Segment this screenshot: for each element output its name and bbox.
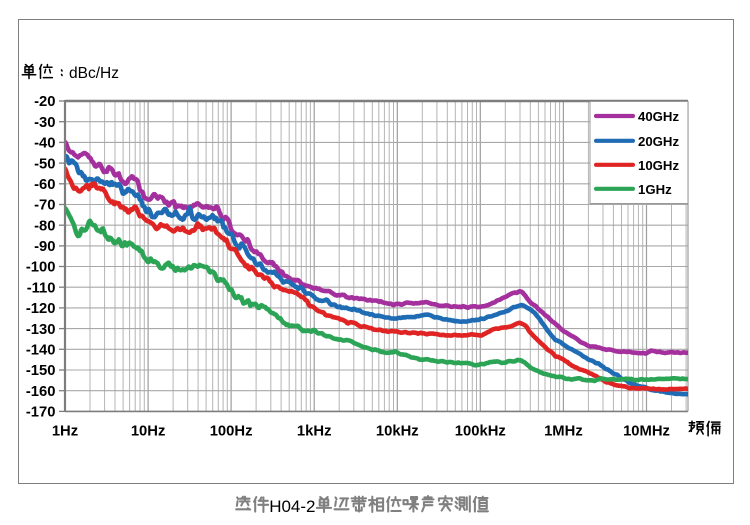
svg-text:-170: -170	[26, 405, 56, 421]
svg-text:1Hz: 1Hz	[52, 424, 78, 440]
svg-text:10GHz: 10GHz	[638, 158, 679, 173]
svg-text:-50: -50	[34, 156, 55, 172]
svg-text:-140: -140	[26, 343, 56, 359]
svg-text:100kHz: 100kHz	[455, 424, 506, 440]
svg-text:-130: -130	[26, 322, 56, 338]
svg-text:-40: -40	[34, 136, 55, 152]
svg-text:1MHz: 1MHz	[544, 424, 583, 440]
svg-text:100Hz: 100Hz	[210, 424, 253, 440]
svg-text:1GHz: 1GHz	[638, 182, 672, 197]
svg-text:-160: -160	[26, 384, 56, 400]
svg-text:-100: -100	[26, 260, 56, 276]
svg-text:-70: -70	[34, 198, 55, 214]
svg-text:40GHz: 40GHz	[638, 109, 679, 124]
svg-text:-150: -150	[26, 363, 56, 379]
svg-text:-120: -120	[26, 301, 56, 317]
svg-text:-20: -20	[34, 94, 55, 110]
svg-text:1kHz: 1kHz	[297, 424, 332, 440]
svg-text:10kHz: 10kHz	[376, 424, 419, 440]
svg-text:10Hz: 10Hz	[131, 424, 166, 440]
svg-text:-30: -30	[34, 115, 55, 131]
svg-text:dBc/Hz: dBc/Hz	[69, 65, 119, 82]
svg-text:-90: -90	[34, 239, 55, 255]
svg-text:-60: -60	[34, 177, 55, 193]
svg-text:-110: -110	[27, 280, 56, 296]
svg-text:-80: -80	[34, 218, 55, 234]
svg-text:H04-2: H04-2	[269, 497, 315, 516]
svg-text:20GHz: 20GHz	[638, 134, 679, 149]
svg-text:10MHz: 10MHz	[623, 424, 670, 440]
